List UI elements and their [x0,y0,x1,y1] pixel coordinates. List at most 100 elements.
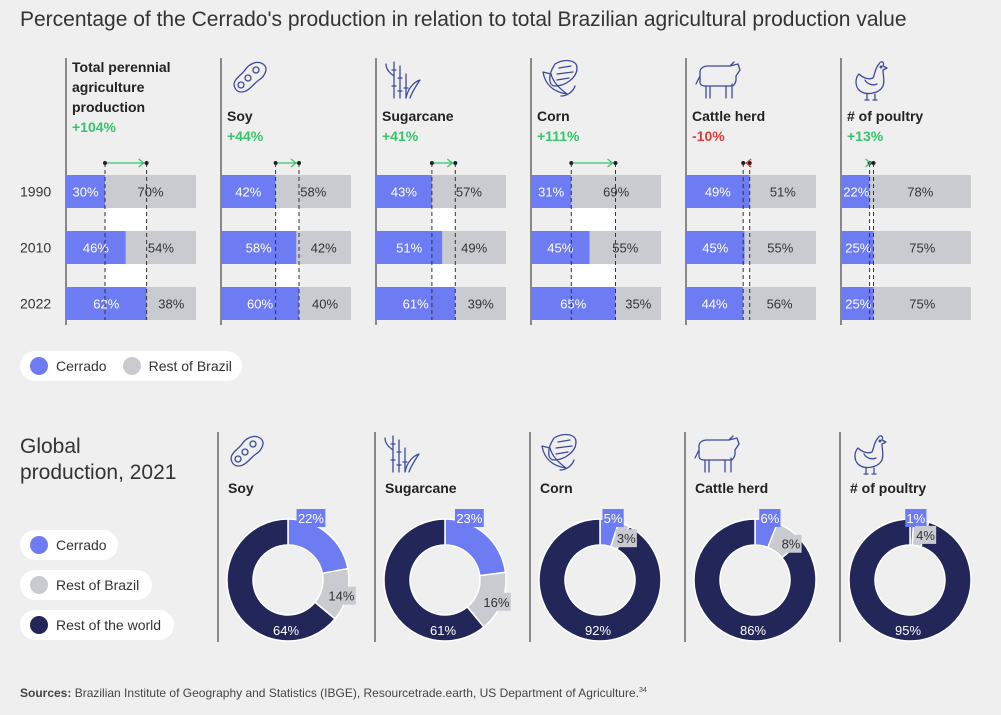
legend-item-rest-of-brazil: Rest of Brazil [122,357,232,375]
arrow-end-dot [871,161,876,165]
bar-panel-total-perennial-agriculture-production: Total perennial agriculture production +104… [65,58,196,325]
sources-text: Brazilian Institute of Geography and Sta… [74,686,639,700]
donut-label-bg [615,529,637,548]
arrow-start-dot [569,161,574,165]
donut-label: 61% [430,623,456,638]
arrow-start-dot [429,161,434,165]
sugarcane-icon [385,61,421,99]
bar-label-rest-of-brazil: 75% [909,297,935,312]
bar-label-rest-of-brazil: 58% [300,185,326,200]
panel-change: +13% [847,128,884,144]
gap-block [275,264,299,287]
bar-label-rest-of-brazil: 75% [909,241,935,256]
panel-title: # of poultry [847,108,923,124]
donut-label: 6% [760,511,779,526]
bar-label-cerrado: 25% [845,297,871,312]
panel-change: +111% [537,128,580,144]
bar-cerrado [841,175,870,208]
donut-label: 22% [298,511,324,526]
donut-label: 1% [906,511,925,526]
change-arrowhead [607,158,614,168]
donut-panel-sugarcane: Sugarcane 23% 16% 61% [374,432,511,642]
bar-rest-of-brazil [442,231,506,264]
donut-label: 16% [483,595,509,610]
bar-label-cerrado: 31% [538,185,564,200]
global-legend-label-rest-of-brazil: Rest of Brazil [56,577,140,593]
bar-cerrado [221,231,297,264]
donut-label-bg [780,534,802,553]
bar-label-cerrado: 51% [396,241,422,256]
bar-label-rest-of-brazil: 38% [158,297,184,312]
donut-label-bg [482,592,511,611]
panel-title: Sugarcane [382,108,454,124]
legend-item-cerrado: Cerrado [30,357,107,375]
donut-label: 4% [916,528,935,543]
donut-label-bg [914,525,937,544]
bar-cerrado [841,231,874,264]
arrow-end-dot [144,161,149,165]
bar-label-cerrado: 65% [560,297,586,312]
slice-rest-of-world [693,518,817,642]
bar-label-cerrado: 42% [235,185,261,200]
gap-block [869,264,874,287]
bar-cerrado [66,231,126,264]
global-legend-swatch-rest-of-brazil [30,576,48,594]
change-arrowhead [865,158,872,168]
bar-rest-of-brazil [589,231,661,264]
slice-cerrado [287,518,349,575]
global-legend-rest-of-world: Rest of the world [20,610,174,640]
panel-change: +44% [227,128,264,144]
soy-icon [233,61,267,93]
gap-block [571,264,616,287]
arrow-end-dot [741,161,746,165]
donut-label: 23% [456,511,482,526]
donut-panel-cattle-herd: Cattle herd 6%8% 86% [684,432,817,642]
arrow-end-dot [613,161,618,165]
donut-label: 8% [782,537,801,552]
bar-cerrado [531,231,590,264]
bar-rest-of-brazil [125,231,196,264]
bar-label-rest-of-brazil: 49% [461,241,487,256]
donut-panel-corn: Corn 5% 3% 92% [529,432,662,642]
legend-label-cerrado: Cerrado [56,358,107,374]
bar-label-cerrado: 45% [702,241,728,256]
global-title: Global production, 2021 [20,435,177,484]
bar-cerrado [221,175,276,208]
bar-label-cerrado: 45% [547,241,573,256]
gap-block [869,208,874,231]
change-arrowhead [138,158,145,168]
bar-rest-of-brazil [105,175,196,208]
global-legend-label-cerrado: Cerrado [56,537,107,553]
bar-label-rest-of-brazil: 69% [603,185,629,200]
bar-label-cerrado: 22% [843,185,869,200]
global-legend-swatch-rest-of-world [30,616,48,634]
bar-rest-of-brazil [275,175,351,208]
bar-label-cerrado: 58% [246,241,272,256]
gap-block [571,208,616,231]
bar-label-rest-of-brazil: 70% [137,185,163,200]
bar-label-rest-of-brazil: 40% [312,297,338,312]
year-label: 1990 [20,184,51,200]
panel-title: Total perennial [72,59,171,75]
bar-cerrado [686,287,744,320]
arrow-start-dot [103,161,107,165]
gap-block [275,208,299,231]
donut-panel-of-poultry: # of poultry 1% 4% 95% [839,432,972,642]
poultry-icon [854,435,887,475]
donut-label: 86% [740,623,766,638]
poultry-icon [855,61,888,101]
bar-cerrado [66,287,147,320]
donut-title: Soy [228,480,254,496]
bar-label-rest-of-brazil: 56% [767,297,793,312]
bar-rest-of-brazil [744,231,816,264]
change-arrowhead [290,158,297,168]
donut-title: # of poultry [850,480,926,496]
bar-cerrado [531,287,616,320]
global-legend-cerrado: Cerrado [20,530,118,560]
arrow-end-dot [453,161,458,165]
cattle-icon [695,61,741,99]
bar-rest-of-brazil [431,175,506,208]
bar-label-cerrado: 46% [83,241,109,256]
donut-title: Cattle herd [695,480,768,496]
bar-cerrado [221,287,299,320]
